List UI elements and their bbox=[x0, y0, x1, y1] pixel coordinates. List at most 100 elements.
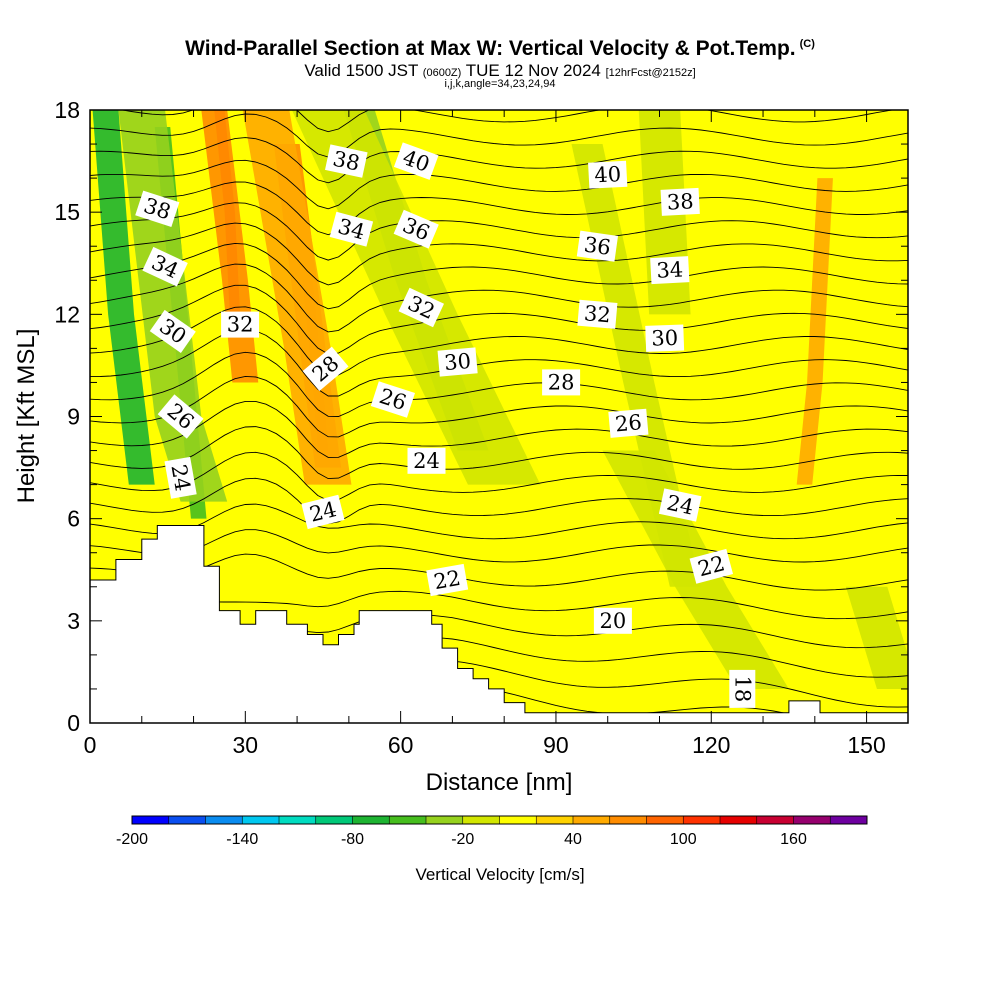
isentrope-label-box bbox=[142, 246, 188, 287]
isentrope-label: 20 bbox=[593, 607, 632, 634]
isentrope-label-box bbox=[157, 394, 204, 439]
colorbar-swatch bbox=[609, 816, 647, 824]
y-tick-label: 12 bbox=[54, 301, 80, 327]
valid-time: Valid 1500 JST bbox=[304, 61, 419, 80]
isentrope-label-box bbox=[302, 346, 349, 391]
isentrope-label: 18 bbox=[729, 669, 756, 708]
colorbar-swatch bbox=[830, 816, 868, 824]
isentrope-line bbox=[90, 529, 908, 563]
isentrope-label-box bbox=[658, 488, 702, 522]
colorbar-swatch bbox=[573, 816, 611, 824]
isentrope-label: 40 bbox=[588, 160, 628, 189]
y-axis: 0 36 9 12 15 18 bbox=[54, 97, 908, 736]
colorbar-swatch bbox=[168, 816, 206, 824]
isentrope-label-box bbox=[608, 408, 649, 438]
terrain bbox=[89, 525, 909, 724]
colorbar-swatch bbox=[756, 816, 794, 824]
x-tick-label: 150 bbox=[847, 732, 885, 758]
isentrope-label-text: 24 bbox=[665, 490, 696, 519]
x-axis-label: Distance [nm] bbox=[426, 769, 573, 796]
isentrope-label: 22 bbox=[689, 548, 734, 584]
colorbar-swatch bbox=[389, 816, 427, 824]
isentrope-label: 36 bbox=[576, 230, 619, 262]
isentrope-label: 24 bbox=[164, 456, 197, 499]
isentrope-label-box bbox=[393, 142, 439, 180]
isentrope-label-text: 18 bbox=[730, 676, 754, 703]
x-tick-label: 90 bbox=[543, 732, 569, 758]
colorbar-swatch bbox=[462, 816, 500, 824]
colorbar-title: Vertical Velocity [cm/s] bbox=[415, 865, 584, 884]
y-axis-label: Height [Kft MSL] bbox=[13, 329, 40, 504]
isentrope-label-text: 36 bbox=[582, 232, 612, 259]
isentrope-label: 32 bbox=[577, 299, 618, 329]
y-tick-label: 15 bbox=[54, 199, 80, 225]
velocity-region bbox=[845, 586, 908, 689]
colorbar-swatch bbox=[315, 816, 353, 824]
colorbar-swatch bbox=[536, 816, 574, 824]
isentrope-label: 30 bbox=[645, 324, 685, 352]
isentrope-line bbox=[90, 590, 908, 620]
colorbar-swatch bbox=[205, 816, 243, 824]
colorbar-tick-label: -20 bbox=[451, 831, 474, 848]
isentrope-line bbox=[90, 553, 908, 591]
colorbar-swatch bbox=[352, 816, 390, 824]
colorbar-swatch bbox=[646, 816, 684, 824]
colorbar-swatch bbox=[279, 816, 317, 824]
isentrope-label-box bbox=[398, 287, 445, 328]
isentrope-line bbox=[90, 181, 908, 236]
isentrope-label-box bbox=[221, 311, 260, 338]
isentrope-line bbox=[90, 400, 908, 458]
isentrope-label-box bbox=[542, 369, 581, 396]
velocity-region bbox=[242, 110, 352, 485]
isentrope-label-box bbox=[135, 190, 180, 228]
colorbar-swatch bbox=[132, 816, 170, 824]
isentrope-label: 22 bbox=[426, 563, 469, 597]
colorbar-swatch bbox=[426, 816, 464, 824]
isentrope-label-box bbox=[588, 160, 628, 189]
colorbar-tick-label: -80 bbox=[341, 831, 364, 848]
isentrope-label-text: 24 bbox=[413, 449, 440, 473]
isentrope-label-text: 20 bbox=[600, 609, 627, 633]
isentrope-label-box bbox=[660, 187, 700, 216]
isentrope-label-text: 32 bbox=[227, 313, 254, 337]
isentrope-label-box bbox=[650, 256, 690, 285]
isentrope-label: 38 bbox=[660, 187, 700, 216]
isentrope-line bbox=[90, 375, 908, 438]
colorbar-tick-label: -200 bbox=[116, 831, 148, 848]
x-tick-label: 0 bbox=[84, 732, 97, 758]
isentrope-label-text: 38 bbox=[331, 147, 362, 176]
isentrope-line bbox=[90, 426, 908, 480]
x-tick-label: 30 bbox=[233, 732, 259, 758]
utc-time: (0600Z) bbox=[422, 67, 462, 79]
isentrope-label-text: 34 bbox=[656, 257, 684, 282]
colorbar-tick-label: 40 bbox=[564, 831, 582, 848]
isentrope-label: 28 bbox=[542, 369, 581, 396]
y-tick-label: 0 bbox=[67, 710, 80, 736]
isentrope-label-box bbox=[577, 299, 618, 329]
isentrope-label: 24 bbox=[407, 447, 446, 474]
isentrope-label-box bbox=[149, 309, 196, 353]
chart-subtitle: Valid 1500 JST (0600Z) TUE 12 Nov 2024 [… bbox=[0, 61, 1000, 81]
isentrope-label-box bbox=[329, 211, 374, 247]
copyright-mark: (C) bbox=[799, 38, 815, 50]
isentrope-label-box bbox=[426, 563, 469, 597]
colorbar-swatch bbox=[242, 816, 280, 824]
isentrope-line bbox=[90, 202, 908, 261]
isentrope-label: 26 bbox=[608, 408, 649, 438]
isentrope-label: 24 bbox=[658, 488, 702, 522]
isentrope-label-box bbox=[593, 607, 632, 634]
section-params: i,j,k,angle=34,23,24,94 bbox=[444, 78, 556, 90]
isentrope-label-box bbox=[645, 324, 685, 352]
colorbar: -200 -140 -80 -20 40 100 160 bbox=[116, 815, 868, 848]
colorbar-swatch bbox=[720, 816, 758, 824]
isentrope-label: 30 bbox=[437, 347, 478, 377]
isentrope-label-text: 30 bbox=[651, 326, 679, 351]
velocity-region bbox=[796, 178, 833, 485]
isentrope-label-box bbox=[301, 494, 345, 530]
y-tick-label: 9 bbox=[67, 404, 80, 430]
forecast-run: [12hrFcst@2152z] bbox=[605, 67, 696, 79]
isentrope-line bbox=[90, 137, 908, 184]
isentrope-label-box bbox=[437, 347, 478, 377]
colorbar-tick-label: 160 bbox=[780, 831, 807, 848]
